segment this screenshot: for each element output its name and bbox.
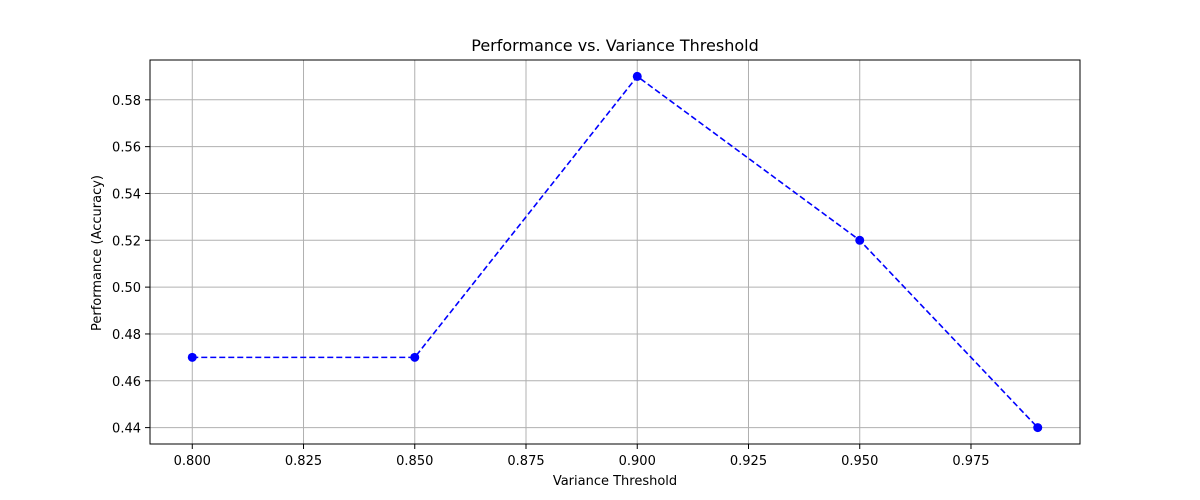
grid xyxy=(150,60,1080,444)
y-tick-label: 0.52 xyxy=(112,234,141,249)
data-point xyxy=(1033,423,1043,433)
y-tick-label: 0.58 xyxy=(112,94,141,109)
x-tick-label: 0.950 xyxy=(841,454,878,469)
x-tick-label: 0.925 xyxy=(730,454,767,469)
data-point xyxy=(855,235,865,245)
data-point xyxy=(632,71,642,81)
x-tick-label: 0.850 xyxy=(396,454,433,469)
y-tick-label: 0.50 xyxy=(112,281,141,296)
data-point xyxy=(187,352,197,362)
plot-frame xyxy=(149,59,1081,445)
x-axis-ticks: 0.800 0.825 0.850 0.875 0.900 0.925 0.950 0.975 xyxy=(174,444,990,469)
y-tick-label: 0.46 xyxy=(112,375,141,390)
series-layer xyxy=(187,71,1043,433)
x-axis-title: Variance Threshold xyxy=(553,474,677,489)
y-axis-ticks: 0.44 0.46 0.48 0.50 0.52 0.54 0.56 0.58 xyxy=(112,94,150,437)
x-tick-label: 0.875 xyxy=(507,454,544,469)
y-axis-title: Performance (Accuracy) xyxy=(90,175,105,331)
y-tick-label: 0.54 xyxy=(112,187,141,202)
data-point xyxy=(410,352,420,362)
x-tick-label: 0.825 xyxy=(285,454,322,469)
x-tick-label: 0.900 xyxy=(619,454,656,469)
y-tick-label: 0.48 xyxy=(112,328,141,343)
y-tick-label: 0.56 xyxy=(112,141,141,156)
y-tick-label: 0.44 xyxy=(112,422,141,437)
x-tick-label: 0.975 xyxy=(952,454,989,469)
chart-title: Performance vs. Variance Threshold xyxy=(471,36,759,55)
x-tick-label: 0.800 xyxy=(174,454,211,469)
